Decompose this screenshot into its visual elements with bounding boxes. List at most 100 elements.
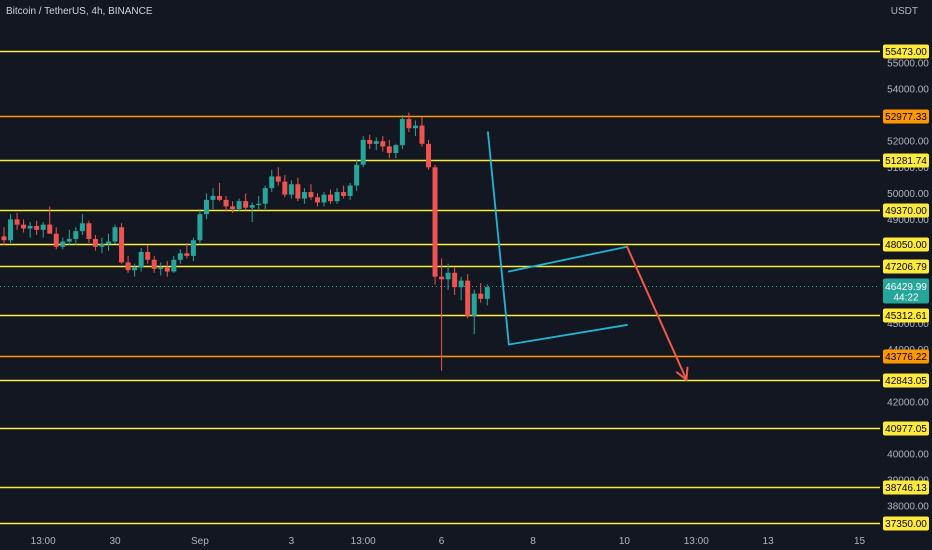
y-tick-label: 50000.00 (887, 189, 929, 200)
current-price-text: 46429.99 (885, 282, 927, 293)
level-price-tag (883, 373, 929, 388)
level-price-text: 45312.61 (885, 311, 927, 322)
level-price-tag (883, 349, 929, 364)
level-price-tag (883, 259, 929, 274)
current-price-tag (883, 278, 929, 304)
x-tick-label: 13:00 (684, 536, 709, 547)
level-price-text: 48050.00 (885, 240, 927, 251)
trend-drawings (487, 131, 689, 381)
candle-body (458, 280, 464, 288)
level-price-tag (883, 237, 929, 252)
level-price-tag (883, 480, 929, 495)
candle-body (386, 146, 392, 153)
level-price-text: 38746.13 (885, 483, 927, 494)
y-tick-label: 54000.00 (887, 85, 929, 96)
candle-body (452, 272, 458, 288)
candle-body (288, 184, 294, 195)
candle-body (275, 176, 281, 182)
y-tick-label: 38000.00 (887, 502, 929, 513)
candle-body (439, 276, 445, 280)
level-price-tag (883, 516, 929, 531)
y-tick-label: 49000.00 (887, 215, 929, 226)
candle-body (360, 139, 366, 165)
candles (1, 112, 490, 371)
candle-body (478, 293, 484, 299)
level-price-tag (883, 109, 929, 124)
candle-body (426, 143, 431, 168)
level-price-text: 42843.05 (885, 376, 927, 387)
level-price-tag (883, 203, 929, 218)
level-price-tag (883, 153, 929, 168)
candle-body (151, 259, 157, 269)
candle-body (203, 199, 209, 215)
candle-body (301, 192, 307, 199)
candle-body (138, 251, 144, 268)
candle-body (184, 253, 190, 256)
candle-body (66, 238, 72, 242)
candle-body (314, 197, 320, 203)
candle-body (243, 201, 249, 208)
candle-body (262, 188, 268, 204)
candle-body (60, 241, 66, 247)
x-tick-label: 8 (530, 536, 536, 547)
candle-body (8, 219, 14, 241)
y-tick-label: 55000.00 (887, 59, 929, 70)
candle-body (132, 267, 138, 271)
candle-body (484, 287, 490, 299)
candle-body (367, 139, 373, 144)
candle-body (445, 272, 451, 280)
x-tick-label: 6 (439, 536, 445, 547)
candle-body (256, 203, 262, 206)
level-price-text: 37350.00 (885, 519, 927, 530)
candle-body (308, 192, 314, 198)
candle-body (334, 192, 340, 202)
candle-body (1, 236, 7, 241)
x-tick-label: 13:00 (351, 536, 376, 547)
candle-body (393, 145, 399, 153)
x-tick-label: 13 (763, 536, 775, 547)
projection-arrow-head (675, 371, 688, 381)
candle-countdown-text: 44:22 (893, 293, 918, 304)
x-tick-label: 3 (289, 536, 295, 547)
drop-trend-line (487, 131, 510, 346)
level-price-text: 40977.05 (885, 424, 927, 435)
candle-body (171, 259, 177, 272)
candle-body (125, 262, 131, 271)
level-price-text: 51281.74 (885, 156, 927, 167)
candle-body (321, 194, 327, 203)
y-tick-label: 45000.00 (887, 319, 929, 330)
x-tick-label: 13:00 (31, 536, 56, 547)
x-tick-label: Sep (191, 536, 209, 547)
time-axis[interactable]: 13:00 30 Sep 3 13:00 6 8 10 13:00 13 15 (31, 536, 866, 547)
level-price-text: 52977.33 (885, 112, 927, 123)
y-tick-label: 40000.00 (887, 449, 929, 460)
level-price-text: 47206.79 (885, 262, 927, 273)
candle-body (40, 224, 46, 230)
candle-body (380, 141, 386, 147)
y-tick-label: 52000.00 (887, 137, 929, 148)
candle-body (406, 119, 412, 129)
level-price-text: 55473.00 (885, 47, 927, 58)
x-tick-label: 15 (854, 536, 866, 547)
candle-body (158, 267, 164, 269)
candle-body (471, 293, 477, 316)
x-tick-label: 10 (619, 536, 631, 547)
candle-body (73, 231, 79, 239)
y-tick-label: 42000.00 (887, 397, 929, 408)
candle-body (269, 176, 275, 189)
level-price-tag (883, 421, 929, 436)
candle-body (347, 185, 353, 196)
candle-body (432, 167, 438, 277)
candle-body (119, 227, 125, 263)
candle-body (217, 195, 223, 200)
candle-body (354, 164, 360, 186)
candle-body (210, 195, 216, 200)
x-tick-label: 30 (109, 536, 121, 547)
candle-body (164, 267, 170, 272)
candle-body (145, 251, 151, 260)
candle-body (197, 214, 203, 241)
y-tick-label: 51000.00 (887, 163, 929, 174)
